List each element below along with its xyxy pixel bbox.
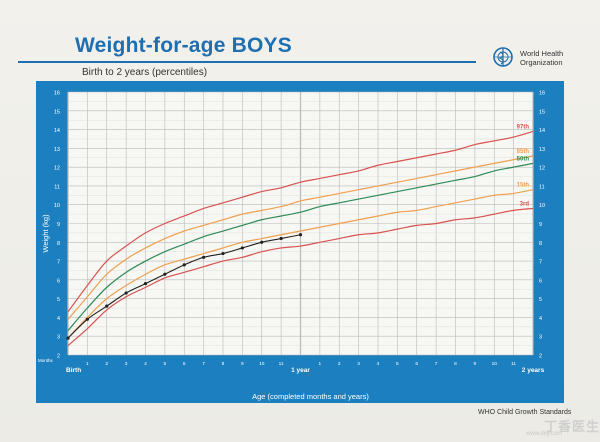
- x-tick-label: 10: [259, 361, 265, 367]
- data-point-measured: [124, 291, 128, 295]
- x-tick-label: 6: [183, 361, 186, 367]
- y-tick-label: 6: [57, 278, 60, 284]
- series-line-3rd: [67, 207, 534, 347]
- title-rule: [18, 61, 476, 63]
- x-tick-label: 8: [454, 361, 457, 367]
- y-tick-label: 12: [54, 166, 60, 172]
- x-tick-label: 7: [435, 361, 438, 367]
- y-tick-label-right: 7: [539, 260, 542, 266]
- series-label-97th: 97th: [517, 124, 530, 130]
- data-point-measured: [66, 336, 70, 340]
- series-group: [66, 130, 534, 347]
- y-tick-label-right: 10: [539, 203, 545, 209]
- y-tick-label: 5: [57, 297, 60, 303]
- y-tick-label: 3: [57, 335, 60, 341]
- y-tick-label-right: 6: [539, 278, 542, 284]
- data-point-measured: [85, 317, 89, 321]
- data-point-measured: [163, 272, 167, 276]
- x-tick-prefix: Months: [38, 358, 54, 363]
- series-line-50th: [67, 162, 534, 331]
- series-line-85th: [67, 155, 534, 320]
- series-label-15th: 15th: [517, 183, 530, 189]
- x-tick-label: 7: [202, 361, 205, 367]
- who-org-name: World Health Organization: [520, 49, 580, 67]
- y-tick-label-right: 9: [539, 222, 542, 228]
- y-tick-label: 11: [54, 184, 60, 190]
- page-subtitle: Birth to 2 years (percentiles): [82, 67, 208, 78]
- data-point-measured: [105, 304, 109, 308]
- x-tick-label: 11: [511, 361, 516, 367]
- y-tick-label: 8: [57, 241, 60, 247]
- series-label-50th: 50th: [517, 156, 530, 162]
- series-label-85th: 85th: [517, 149, 530, 155]
- x-tick-label: 3: [125, 361, 128, 367]
- x-tick-label: 9: [241, 361, 244, 367]
- series-line-15th: [67, 189, 534, 339]
- page-title: Weight-for-age BOYS: [75, 34, 292, 57]
- data-point-measured: [202, 255, 206, 259]
- data-point-measured: [221, 251, 225, 256]
- y-tick-label: 10: [54, 203, 60, 209]
- y-tick-label: 13: [54, 147, 60, 153]
- y-tick-label-right: 13: [539, 147, 545, 153]
- x-tick-label: 10: [492, 361, 498, 367]
- x-tick-label: 6: [415, 361, 418, 367]
- y-tick-label-right: 2: [539, 354, 542, 360]
- x-tick-label: 2: [105, 361, 108, 367]
- x-tick-label: 1: [319, 361, 322, 367]
- series-line-97th: [67, 130, 534, 313]
- data-point-measured: [240, 246, 244, 250]
- data-point-measured: [143, 282, 148, 286]
- x-tick-label: 8: [222, 361, 225, 367]
- x-tick-label: 5: [164, 361, 167, 367]
- y-tick-label-right: 14: [539, 128, 545, 134]
- x-tick-label: 4: [377, 361, 380, 367]
- x-axis-label: Age (completed months and years): [252, 392, 369, 401]
- y-tick-label: 14: [54, 128, 60, 134]
- x-tick-label: 11: [279, 361, 284, 367]
- x-tick-label-major: 1 year: [291, 367, 310, 374]
- y-tick-label-right: 3: [539, 335, 542, 341]
- data-point-measured: [260, 240, 264, 244]
- data-point-measured: [298, 233, 303, 237]
- x-tick-label: 3: [357, 361, 360, 367]
- x-tick-label: 2: [338, 361, 341, 367]
- y-tick-label: 2: [57, 354, 60, 360]
- who-org-line1: World Health: [520, 49, 564, 58]
- x-tick-label-major: 2 years: [522, 367, 545, 374]
- y-tick-label-right: 8: [539, 241, 542, 247]
- y-tick-label-right: 16: [539, 91, 545, 97]
- y-tick-label-right: 5: [539, 297, 542, 303]
- series-label-3rd: 3rd: [520, 201, 530, 207]
- y-tick-label: 9: [57, 222, 60, 228]
- who-emblem-icon: [493, 47, 513, 67]
- x-tick-label: 5: [396, 361, 399, 367]
- x-tick-label-major: Birth: [66, 367, 81, 374]
- source-note: WHO Child Growth Standards: [478, 409, 572, 416]
- y-tick-label-right: 4: [539, 316, 542, 322]
- data-point-measured: [279, 236, 283, 241]
- y-tick-label: 15: [54, 109, 60, 115]
- grid-lines: [67, 91, 534, 356]
- x-tick-label: 9: [474, 361, 477, 367]
- watermark-text: 丁香医生: [544, 419, 600, 434]
- y-tick-label-right: 12: [539, 166, 545, 172]
- y-tick-label: 7: [57, 260, 60, 266]
- x-tick-label: 4: [144, 361, 147, 367]
- data-point-measured: [182, 263, 186, 267]
- y-tick-label: 4: [57, 316, 60, 322]
- y-tick-label-right: 15: [539, 109, 545, 115]
- x-tick-label: 1: [86, 361, 89, 367]
- who-org-line2: Organization: [520, 58, 563, 67]
- y-tick-label: 16: [54, 91, 60, 97]
- y-tick-label-right: 11: [539, 184, 545, 190]
- y-axis-label: Weight (kg): [41, 214, 50, 253]
- watermark-url: www.dxy.com: [526, 431, 563, 437]
